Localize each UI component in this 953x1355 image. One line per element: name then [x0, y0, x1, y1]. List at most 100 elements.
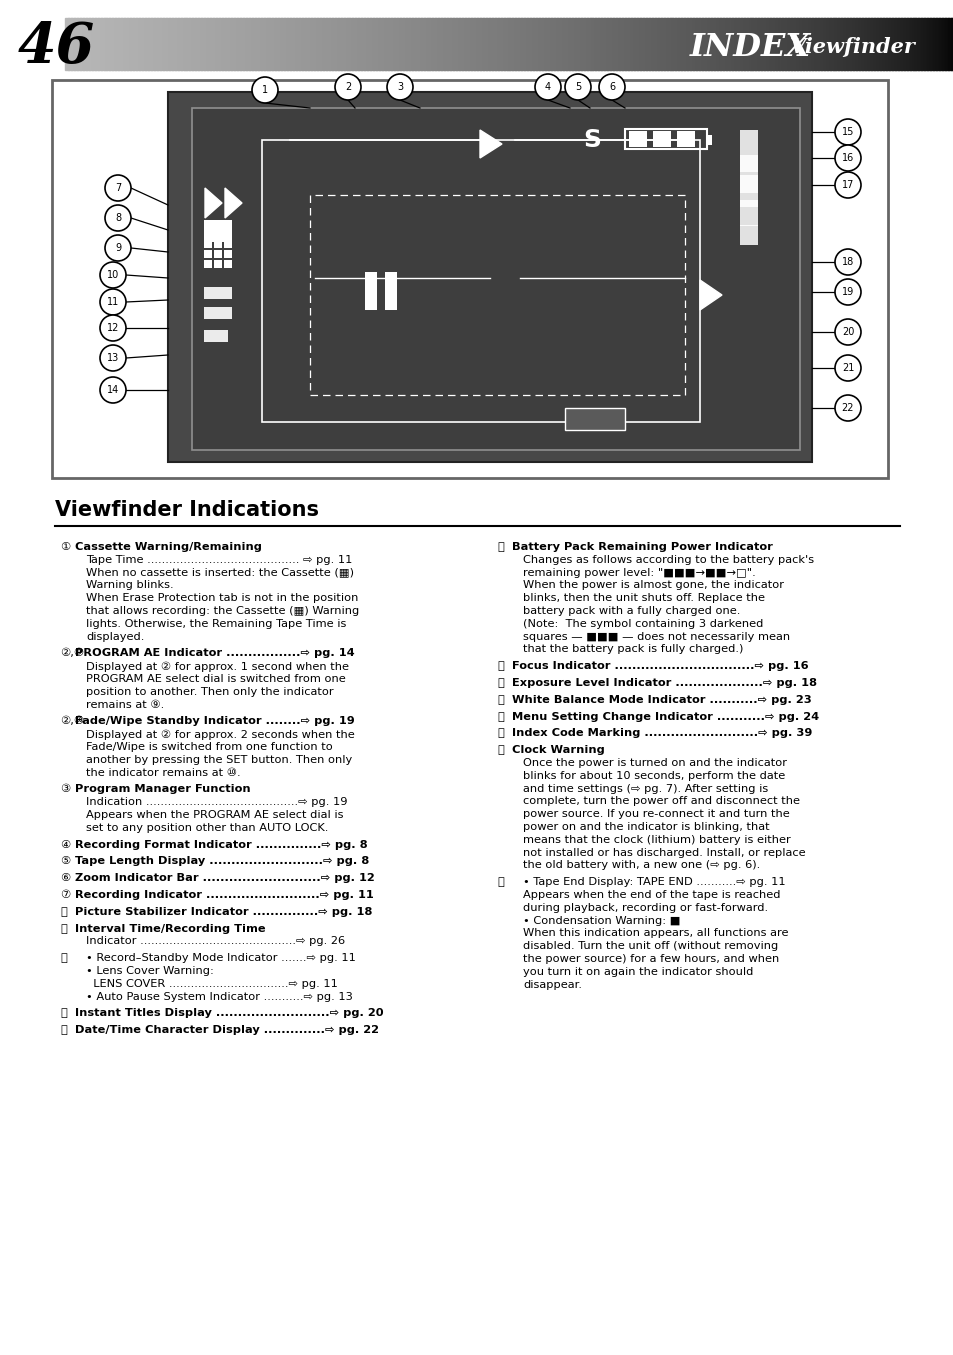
Bar	[710, 18, 714, 70]
Bar	[571, 18, 575, 70]
Bar	[628, 131, 646, 146]
Text: power source. If you re-connect it and turn the: power source. If you re-connect it and t…	[522, 809, 789, 820]
Text: • Tape End Display: TAPE END ...........⇨ pg. 11: • Tape End Display: TAPE END ...........…	[522, 877, 785, 888]
Polygon shape	[225, 188, 242, 218]
Bar	[337, 18, 341, 70]
Bar	[456, 18, 459, 70]
Polygon shape	[700, 280, 721, 310]
Text: 7: 7	[114, 183, 121, 192]
Bar	[843, 18, 847, 70]
Bar	[0, 18, 65, 70]
Circle shape	[834, 172, 861, 198]
Text: 17: 17	[841, 180, 853, 190]
Text: When no cassette is inserted: the Cassette (▦): When no cassette is inserted: the Casset…	[86, 568, 354, 577]
Bar	[763, 18, 767, 70]
Text: not installed or has discharged. Install, or replace: not installed or has discharged. Install…	[522, 848, 804, 858]
Bar	[402, 18, 406, 70]
Text: S: S	[582, 127, 600, 152]
Bar	[624, 18, 628, 70]
Bar	[544, 18, 548, 70]
Bar	[183, 18, 188, 70]
Text: INDEX: INDEX	[689, 31, 810, 62]
Bar	[799, 18, 803, 70]
Bar	[112, 18, 116, 70]
Bar	[784, 18, 788, 70]
Text: Date/Time Character Display ..............⇨ pg. 22: Date/Time Character Display ............…	[75, 1026, 378, 1035]
Bar	[802, 18, 806, 70]
Bar	[293, 18, 296, 70]
Bar	[873, 18, 877, 70]
Bar	[935, 18, 940, 70]
Bar	[652, 131, 670, 146]
Bar	[127, 18, 132, 70]
Bar	[680, 18, 684, 70]
Bar	[213, 260, 222, 268]
Bar	[944, 18, 948, 70]
Text: Exposure Level Indicator ....................⇨ pg. 18: Exposure Level Indicator ...............…	[512, 678, 816, 688]
Bar	[686, 18, 691, 70]
Circle shape	[834, 249, 861, 275]
Bar	[669, 18, 673, 70]
Bar	[616, 18, 619, 70]
Text: Index Code Marking ..........................⇨ pg. 39: Index Code Marking .....................…	[512, 729, 812, 738]
Bar	[657, 18, 661, 70]
Bar	[942, 18, 945, 70]
Bar	[918, 18, 922, 70]
Bar	[399, 18, 403, 70]
Bar	[610, 18, 614, 70]
Bar	[672, 18, 676, 70]
Bar	[260, 18, 264, 70]
Text: 5: 5	[575, 83, 580, 92]
Bar	[938, 18, 943, 70]
Bar	[476, 18, 480, 70]
Bar	[621, 18, 625, 70]
Bar	[722, 18, 726, 70]
Bar	[769, 18, 774, 70]
Text: Tape Time .......................................... ⇨ pg. 11: Tape Time ..............................…	[86, 554, 352, 565]
Bar	[396, 18, 400, 70]
Bar	[530, 18, 534, 70]
Bar	[290, 18, 294, 70]
Text: ⑯: ⑯	[497, 542, 503, 551]
Bar	[355, 18, 359, 70]
Bar	[426, 18, 430, 70]
Bar	[464, 18, 469, 70]
Bar	[201, 18, 205, 70]
Bar	[343, 18, 347, 70]
Bar	[107, 18, 111, 70]
Text: (Note:  The symbol containing 3 darkened: (Note: The symbol containing 3 darkened	[522, 619, 762, 629]
Text: ⑮: ⑮	[60, 1026, 67, 1035]
Bar	[915, 18, 919, 70]
Bar	[512, 18, 516, 70]
Bar	[233, 18, 237, 70]
Bar	[740, 18, 744, 70]
Bar	[151, 18, 154, 70]
Text: ⑱: ⑱	[497, 678, 503, 688]
Circle shape	[100, 346, 126, 371]
Circle shape	[834, 145, 861, 171]
Bar	[73, 18, 78, 70]
Text: 11: 11	[107, 297, 119, 308]
Bar	[822, 18, 826, 70]
Bar	[870, 18, 874, 70]
Bar	[600, 18, 605, 70]
Bar	[503, 18, 507, 70]
Bar	[634, 18, 638, 70]
Bar	[71, 18, 75, 70]
Text: • Record–Standby Mode Indicator .......⇨ pg. 11: • Record–Standby Mode Indicator .......⇨…	[86, 953, 355, 963]
Bar	[365, 272, 376, 310]
Bar	[193, 18, 196, 70]
Text: Battery Pack Remaining Power Indicator: Battery Pack Remaining Power Indicator	[512, 542, 772, 551]
Text: 18: 18	[841, 257, 853, 267]
Bar	[855, 18, 860, 70]
Bar	[236, 18, 240, 70]
Bar	[485, 18, 489, 70]
Bar	[204, 260, 212, 268]
Bar	[829, 18, 833, 70]
Text: ⑫: ⑫	[60, 924, 67, 934]
Bar	[947, 18, 951, 70]
Text: 21: 21	[841, 363, 853, 373]
Circle shape	[834, 396, 861, 421]
Text: battery pack with a fully charged one.: battery pack with a fully charged one.	[522, 606, 740, 617]
Bar	[257, 18, 261, 70]
